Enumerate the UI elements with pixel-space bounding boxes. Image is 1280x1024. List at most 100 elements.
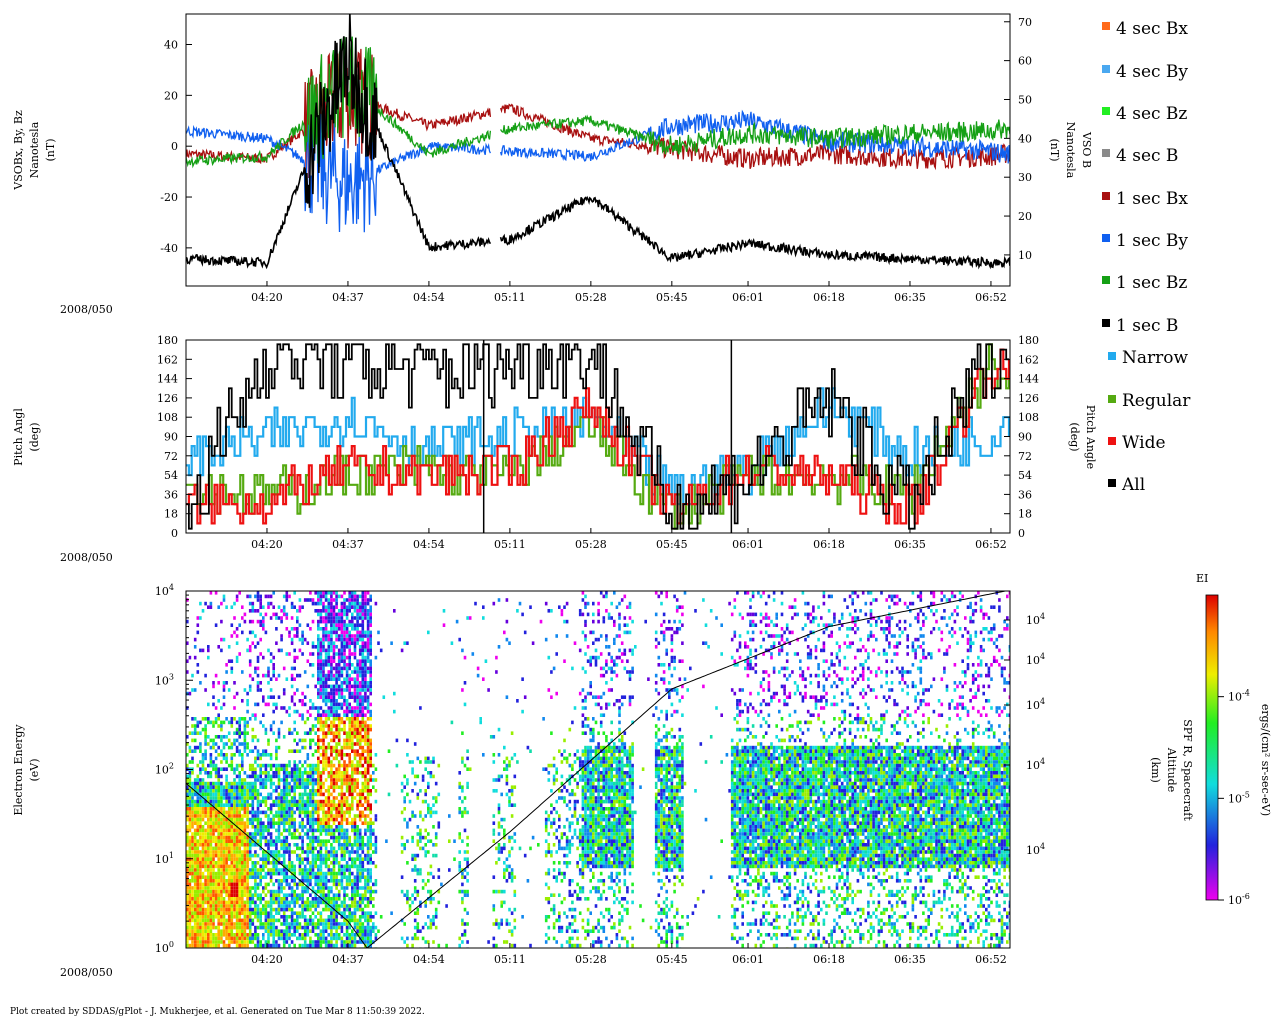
spectrogram-cell bbox=[204, 839, 207, 843]
spectrogram-cell bbox=[364, 807, 367, 811]
spectrogram-cell bbox=[429, 871, 433, 876]
spectrogram-cell bbox=[220, 792, 223, 797]
spectrogram-cell bbox=[204, 882, 207, 887]
spectrogram-cell bbox=[332, 612, 336, 617]
spectrogram-cell bbox=[251, 936, 255, 941]
pitch-ylabel-1: Pitch Angl bbox=[12, 408, 25, 466]
spectrogram-cell bbox=[416, 907, 420, 912]
spectrogram-cell bbox=[306, 778, 310, 782]
spectrogram-cell bbox=[293, 929, 296, 933]
spectrogram-cell bbox=[212, 814, 215, 818]
spectrogram-cell bbox=[319, 652, 323, 656]
spectrogram-cell bbox=[424, 799, 427, 804]
spectrogram-cell bbox=[241, 940, 244, 944]
spectrogram-cell bbox=[267, 925, 270, 930]
spectrogram-cell bbox=[413, 853, 417, 858]
spectrogram-cell bbox=[191, 825, 194, 829]
spectrogram-cell bbox=[319, 594, 323, 599]
spectrogram-cell bbox=[393, 691, 396, 696]
spectrogram-cell bbox=[497, 846, 501, 851]
spectrogram-cell bbox=[340, 641, 344, 645]
spectrogram-cell bbox=[306, 623, 310, 627]
spectrogram-cell bbox=[254, 670, 257, 674]
spectrogram-cell bbox=[497, 727, 501, 732]
spectrogram-cell bbox=[217, 900, 220, 905]
spectrogram-cell bbox=[233, 753, 236, 757]
spectrogram-cell bbox=[348, 745, 351, 750]
spectrogram-cell bbox=[288, 864, 291, 869]
spectrogram-cell bbox=[361, 907, 365, 912]
spectrogram-cell bbox=[282, 821, 286, 825]
spectrogram-cell bbox=[505, 619, 509, 624]
spectrogram-cell bbox=[301, 850, 304, 854]
spectrogram-cell bbox=[434, 911, 438, 915]
spectrogram-cell bbox=[351, 882, 354, 887]
spectrogram-cell bbox=[191, 889, 194, 894]
spectrogram-cell bbox=[222, 735, 226, 739]
spectrogram-cell bbox=[290, 774, 294, 779]
spectrogram-cell bbox=[366, 789, 370, 793]
spectrogram-cell bbox=[243, 846, 247, 851]
spectrogram-cell bbox=[220, 760, 223, 764]
spectrogram-cell bbox=[332, 659, 336, 663]
spectrogram-cell bbox=[201, 825, 205, 829]
spectrogram-cell bbox=[212, 940, 215, 944]
spectrogram-cell bbox=[188, 915, 192, 919]
spectrogram-cell bbox=[361, 684, 365, 689]
spectrogram-cell bbox=[364, 601, 367, 606]
spectrogram-cell bbox=[324, 637, 328, 642]
spectrogram-cell bbox=[337, 760, 341, 764]
spectrogram-cell bbox=[230, 832, 234, 836]
spectrogram-cell bbox=[282, 922, 286, 926]
spectrogram-cell bbox=[309, 875, 312, 879]
spectrogram-cell bbox=[337, 619, 341, 624]
spectrogram-cell bbox=[238, 724, 241, 728]
spectrogram-cell bbox=[288, 731, 291, 735]
spectrogram-cell bbox=[337, 821, 341, 825]
spectrogram-cell bbox=[358, 893, 362, 897]
spectrogram-cell bbox=[345, 803, 349, 807]
spectrogram-cell bbox=[437, 875, 441, 879]
spectrogram-cell bbox=[348, 814, 351, 818]
spectrogram-cell bbox=[201, 717, 205, 721]
spectrogram-cell bbox=[196, 825, 200, 829]
spectrogram-cell bbox=[335, 785, 338, 789]
spectrogram-cell bbox=[225, 879, 228, 883]
spectrogram-cell bbox=[235, 915, 239, 919]
spectrogram-cell bbox=[230, 929, 234, 933]
spectrogram-cell bbox=[207, 868, 210, 872]
spectrogram-cell bbox=[214, 943, 218, 948]
spectrogram-cell bbox=[290, 810, 294, 815]
spectrogram-cell bbox=[337, 799, 341, 804]
spectrogram-cell bbox=[267, 807, 270, 811]
spectrogram-cell bbox=[241, 904, 244, 908]
spectrogram-cell bbox=[358, 673, 362, 678]
spectrogram-cell bbox=[227, 843, 231, 847]
spectrogram-cell bbox=[225, 789, 228, 793]
spectrogram-cell bbox=[348, 915, 351, 919]
spectrogram-cell bbox=[364, 796, 367, 800]
spectrogram-cell bbox=[424, 792, 427, 797]
spectrogram-cell bbox=[235, 803, 239, 807]
spectrogram-cell bbox=[230, 861, 234, 865]
spectrogram-cell bbox=[217, 893, 220, 897]
spectrogram-cell bbox=[364, 756, 367, 761]
spectrogram-cell bbox=[209, 601, 213, 606]
spectrogram-cell bbox=[199, 803, 202, 807]
spectrogram-cell bbox=[351, 843, 354, 847]
spectrogram-cell bbox=[188, 933, 192, 937]
spectrogram-cell bbox=[319, 591, 323, 595]
spectrogram-cell bbox=[212, 738, 215, 743]
spectrogram-cell bbox=[264, 727, 268, 732]
spectrogram-cell bbox=[351, 897, 354, 901]
spectrogram-cell bbox=[233, 771, 236, 775]
spectrogram-cell bbox=[314, 839, 317, 843]
spectrogram-cell bbox=[335, 630, 338, 635]
spectrogram-cell bbox=[230, 922, 234, 926]
spectrogram-cell bbox=[340, 821, 344, 825]
spectrogram-cell bbox=[282, 817, 286, 822]
spectrogram-cell bbox=[230, 835, 234, 840]
spectrogram-cell bbox=[372, 940, 375, 944]
spectrogram-cell bbox=[298, 821, 302, 825]
spectrogram-cell bbox=[337, 609, 341, 613]
